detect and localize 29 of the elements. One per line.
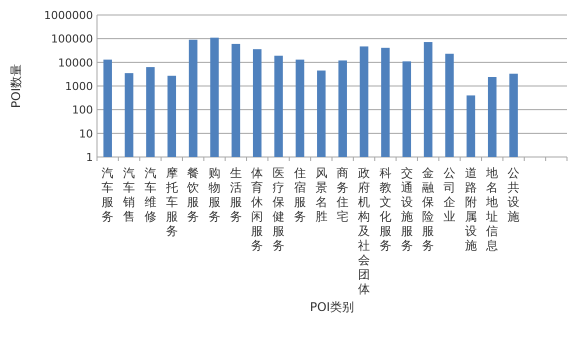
x-tick-label: 医疗保健服务 [272, 166, 285, 252]
y-tick-label: 10 [79, 127, 93, 140]
x-tick-label: 公共设施 [508, 166, 520, 224]
x-axis-title: POI类别 [310, 300, 354, 314]
y-tick-label: 100000 [51, 32, 93, 46]
x-tick-label: 道路附属设施 [464, 166, 477, 252]
category-label: 政府机构及社会团体 [358, 166, 370, 296]
x-tick-label: 商务住宅 [336, 166, 349, 224]
x-tick-label: 餐饮服务 [186, 166, 200, 224]
x-tick-label: 生活服务 [230, 166, 242, 224]
y-axis-title: POI数量 [9, 64, 23, 108]
y-tick-label: 1 [86, 151, 93, 164]
x-tick-label: 住宿服务 [292, 166, 306, 224]
x-tick-label: 风景名胜 [315, 166, 328, 224]
x-tick-label: 交通设施服务 [400, 166, 413, 252]
y-tick-label: 100 [72, 104, 93, 117]
y-tick-label: 10000 [58, 56, 93, 70]
x-tick-label: 购物服务 [208, 166, 220, 224]
y-tick-label: 1000000 [44, 9, 93, 22]
x-tick-label: 汽车维修 [144, 166, 156, 224]
x-tick-label: 地名地址信息 [485, 166, 498, 252]
x-tick-label: 体育休闲服务 [251, 166, 264, 252]
x-tick-label: 汽车服务 [102, 166, 114, 224]
x-tick-label: 公司企业 [444, 166, 456, 224]
y-tick-label: 1000 [65, 80, 93, 93]
x-tick-label: 汽车销售 [122, 166, 136, 224]
x-tick-label: 金融保险服务 [422, 166, 434, 252]
x-tick-label: 科教文化服务 [379, 166, 392, 252]
x-tick-label: 摩托车服务 [164, 166, 178, 238]
